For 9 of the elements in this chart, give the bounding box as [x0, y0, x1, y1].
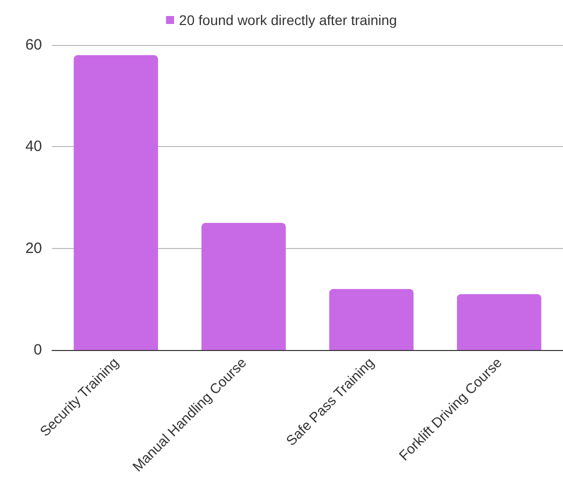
y-tick-label: 0	[34, 342, 42, 358]
bar	[74, 55, 158, 350]
y-tick-label: 40	[25, 138, 42, 156]
y-tick-label: 60	[25, 36, 42, 54]
bar	[329, 289, 414, 350]
legend-label: 20 found work directly after training	[179, 12, 397, 28]
bar	[201, 222, 286, 350]
bar	[456, 294, 542, 350]
y-tick-label: 20	[25, 240, 42, 257]
